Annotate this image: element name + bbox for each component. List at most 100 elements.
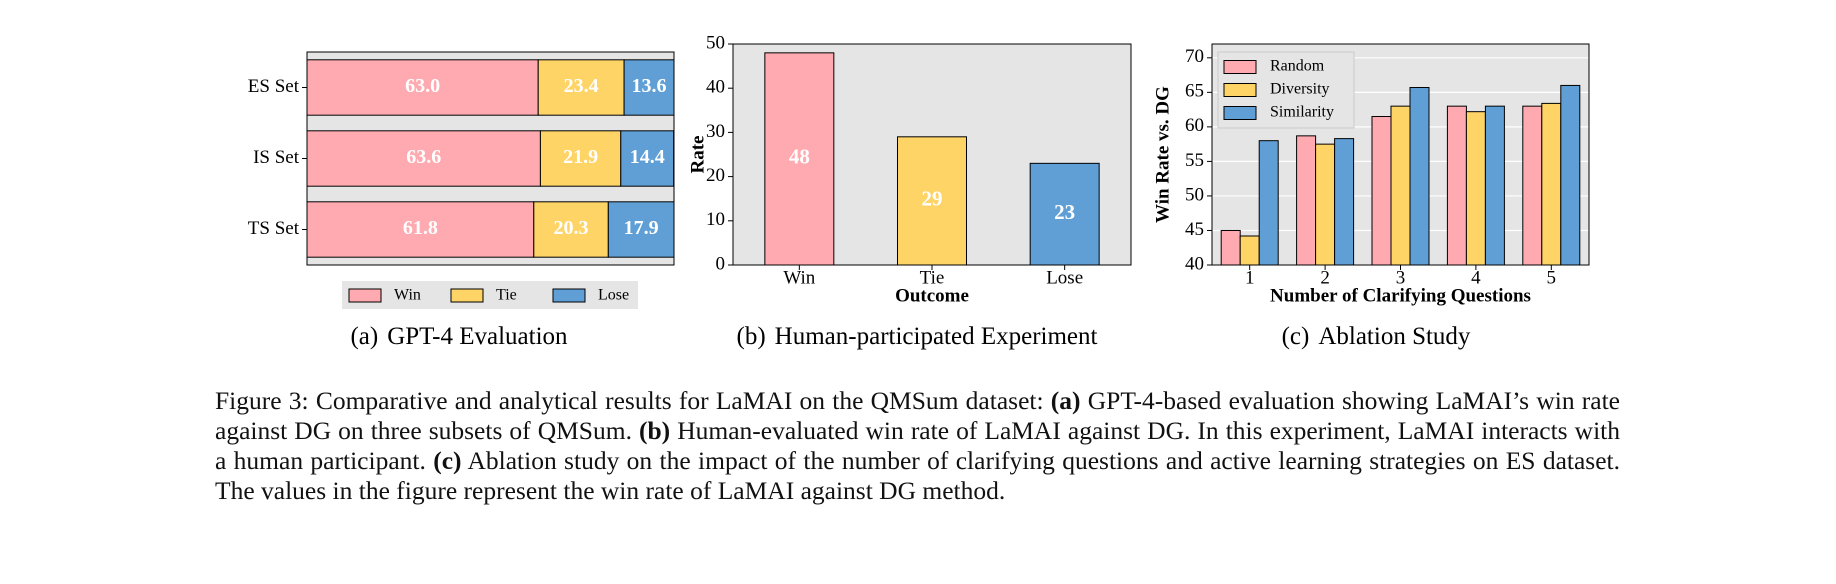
bar — [1409, 87, 1430, 266]
legend-swatch — [348, 288, 382, 303]
value-label: 20.3 — [554, 217, 589, 239]
value-label: 23 — [1054, 200, 1075, 224]
bar — [1560, 84, 1581, 266]
bar — [1371, 116, 1392, 266]
value-label: 23.4 — [564, 75, 599, 97]
bar — [1390, 105, 1411, 266]
bar — [1315, 143, 1336, 266]
bar-segment — [306, 59, 539, 116]
legend-label: Lose — [598, 287, 629, 304]
subcaption-text: Human-participated Experiment — [775, 323, 1098, 350]
bar — [1220, 229, 1241, 266]
value-label: 29 — [922, 187, 943, 211]
x-tick-label: Tie — [920, 267, 945, 288]
bar — [764, 52, 835, 266]
subcaption: (b) Human-participated Experiment — [737, 323, 1098, 350]
value-label: 13.6 — [632, 75, 667, 97]
value-label: 63.0 — [405, 75, 440, 97]
x-tick-label: Win — [783, 267, 815, 288]
y-tick-label: 30 — [706, 121, 725, 142]
caption-bold: (b) — [639, 416, 671, 445]
subcaption-label: (b) — [737, 323, 766, 350]
y-tick-label: 40 — [1185, 253, 1204, 274]
value-label: 21.9 — [563, 146, 598, 168]
bar — [1334, 138, 1355, 266]
bar — [1541, 102, 1562, 266]
bar-segment — [607, 201, 675, 258]
bar-segment — [620, 130, 675, 187]
y-tick-label: 10 — [706, 209, 725, 230]
y-axis-label: Win Rate vs. DG — [1152, 86, 1173, 223]
y-tick-label: 40 — [706, 77, 725, 98]
bar — [1522, 105, 1543, 266]
legend-label: Similarity — [1270, 104, 1334, 121]
y-tick-label: 65 — [1185, 81, 1204, 102]
bar-segment — [537, 59, 625, 116]
legend-swatch — [1223, 106, 1257, 120]
bar — [1465, 111, 1486, 266]
value-label: 61.8 — [403, 217, 438, 239]
y-tick-label: IS Set — [253, 147, 300, 168]
bar — [1446, 105, 1467, 266]
legend-label: Win — [394, 287, 421, 304]
caption-bold: (c) — [433, 446, 462, 475]
subcaption-text: GPT-4 Evaluation — [387, 323, 568, 350]
caption-text: Ablation study on the impact of the numb… — [215, 446, 1620, 505]
x-axis-label: Number of Clarifying Questions — [1270, 285, 1531, 306]
caption-bold: (a) — [1050, 386, 1081, 415]
value-label: 17.9 — [624, 217, 659, 239]
legend-label: Tie — [496, 287, 517, 304]
x-tick-label: 2 — [1320, 267, 1330, 288]
legend-swatch — [1223, 60, 1257, 74]
y-tick-label: 55 — [1185, 150, 1204, 171]
bar — [897, 136, 967, 266]
x-tick-label: Lose — [1046, 267, 1083, 288]
plot-frame — [732, 43, 1132, 266]
subcaption-text: Ablation Study — [1318, 323, 1471, 350]
bar — [1239, 235, 1260, 266]
bar — [1029, 162, 1100, 266]
legend-swatch — [450, 288, 484, 303]
subcaption: (c) Ablation Study — [1282, 323, 1471, 350]
legend-swatch — [552, 288, 586, 303]
subcaption-label: (a) — [350, 323, 378, 350]
y-tick-label: 20 — [706, 165, 725, 186]
subcaption-label: (c) — [1282, 323, 1310, 350]
legend-box — [342, 281, 638, 309]
x-tick-label: 5 — [1547, 267, 1557, 288]
bar-segment — [623, 59, 675, 116]
caption-text: Figure 3: Comparative and analytical res… — [215, 386, 1051, 415]
bar-segment — [306, 201, 535, 258]
y-tick-label: 70 — [1185, 46, 1204, 67]
legend-label: Random — [1270, 58, 1325, 75]
figure-caption: Figure 3: Comparative and analytical res… — [215, 386, 1620, 506]
plot-frame — [1211, 43, 1590, 266]
y-tick-label: 60 — [1185, 115, 1204, 136]
y-axis-label: Rate — [687, 136, 708, 174]
y-tick-label: 50 — [1185, 184, 1204, 205]
bar — [1258, 140, 1279, 266]
y-tick-label: TS Set — [248, 218, 300, 239]
y-tick-label: 45 — [1185, 219, 1204, 240]
y-tick-label: 50 — [706, 32, 725, 53]
value-label: 48 — [789, 145, 810, 169]
bar — [1484, 105, 1505, 266]
legend-swatch — [1223, 83, 1257, 97]
caption-text: Human-evaluated win rate of LaMAI agains… — [215, 416, 1620, 475]
caption-text: GPT-4-based evaluation showing LaMAI’s w… — [215, 386, 1620, 445]
x-axis-label: Outcome — [895, 285, 969, 306]
x-tick-label: 3 — [1396, 267, 1406, 288]
bar-segment — [533, 201, 609, 258]
bar — [1296, 135, 1317, 266]
x-tick-label: 1 — [1245, 267, 1255, 288]
value-label: 63.6 — [406, 146, 441, 168]
subcaption: (a) GPT-4 Evaluation — [350, 323, 568, 350]
figure: ES Set 63.0 23.4 13.6 IS Set 63.6 21.9 14.4 TS S… — [248, 32, 1590, 350]
value-label: 14.4 — [630, 146, 665, 168]
y-tick-label: 0 — [716, 253, 726, 274]
x-tick-label: 4 — [1471, 267, 1481, 288]
legend-label: Diversity — [1270, 81, 1330, 98]
bar-segment — [539, 130, 622, 187]
y-tick-label: ES Set — [248, 76, 300, 97]
